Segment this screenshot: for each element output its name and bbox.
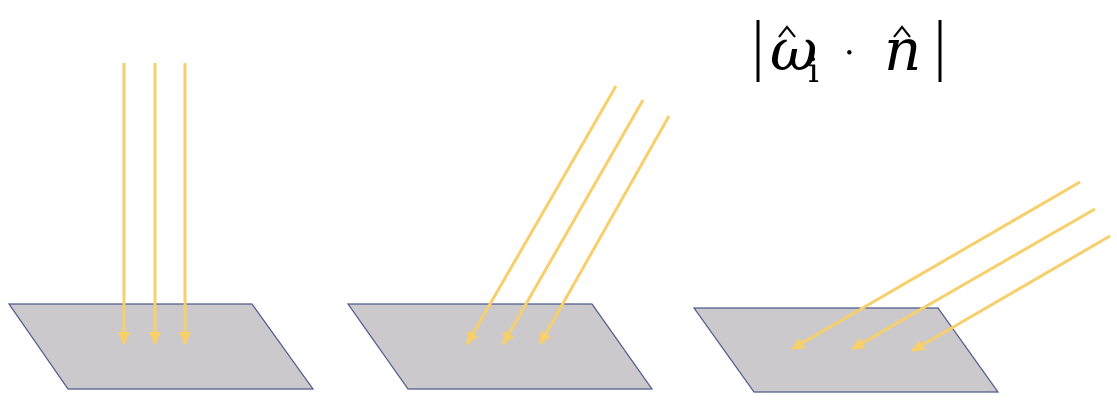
panel-grazing-incidence <box>692 180 1111 393</box>
surface-plane <box>692 307 1000 393</box>
omega-hat <box>778 25 796 38</box>
light-ray <box>790 180 1081 351</box>
light-ray <box>501 99 645 346</box>
omega-subscript: i <box>808 51 819 91</box>
light-ray <box>465 85 618 346</box>
normal-hat <box>893 25 911 38</box>
light-ray <box>538 115 671 346</box>
omega-symbol: ω <box>770 16 817 84</box>
dot-operator: · <box>844 33 855 73</box>
panel-normal-incidence <box>7 63 315 390</box>
surface-plane <box>346 303 654 390</box>
formula-cosine-term: ω i · n <box>756 16 942 91</box>
light-ray <box>850 207 1096 351</box>
panel-oblique-incidence <box>346 85 671 390</box>
surface-plane <box>7 303 315 390</box>
light-ray <box>910 234 1111 353</box>
